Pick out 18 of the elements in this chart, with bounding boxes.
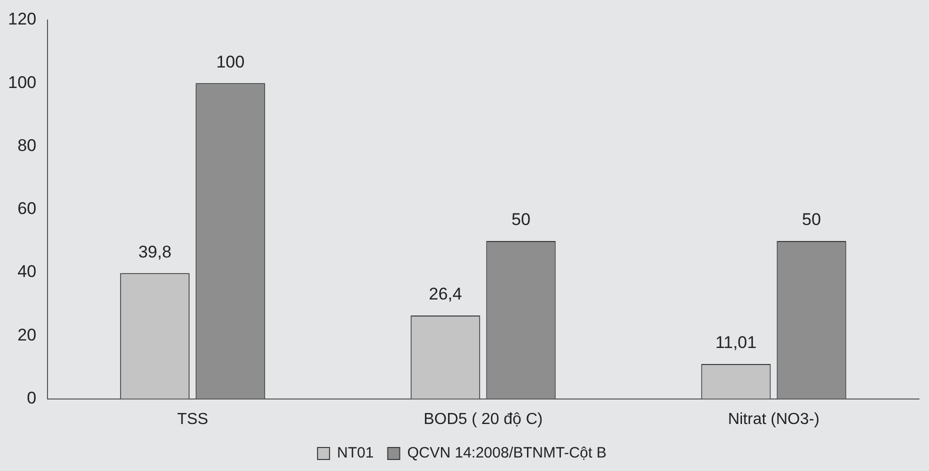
legend-label: QCVN 14:2008/BTNMT-Cột B [407, 444, 606, 462]
legend-label: NT01 [337, 444, 374, 462]
y-tick-label: 60 [17, 199, 36, 218]
y-tick-label: 120 [8, 10, 36, 29]
data-label: 26,4 [428, 284, 462, 304]
x-tick-label: BOD5 ( 20 độ C) [424, 410, 543, 428]
y-tick-label: 20 [17, 325, 36, 344]
x-tick-label: Nitrat (NO3-) [728, 410, 820, 428]
data-label: 50 [511, 210, 530, 230]
y-tick-label: 0 [26, 388, 36, 408]
data-label: 39,8 [138, 242, 172, 262]
x-tick-label: TSS [177, 410, 208, 428]
y-tick-label: 80 [17, 136, 36, 155]
data-label: 50 [802, 210, 821, 230]
data-label: 100 [216, 52, 245, 72]
y-tick-label: 40 [17, 262, 36, 282]
data-label: 11,01 [715, 333, 757, 352]
y-tick-label: 100 [8, 72, 36, 92]
